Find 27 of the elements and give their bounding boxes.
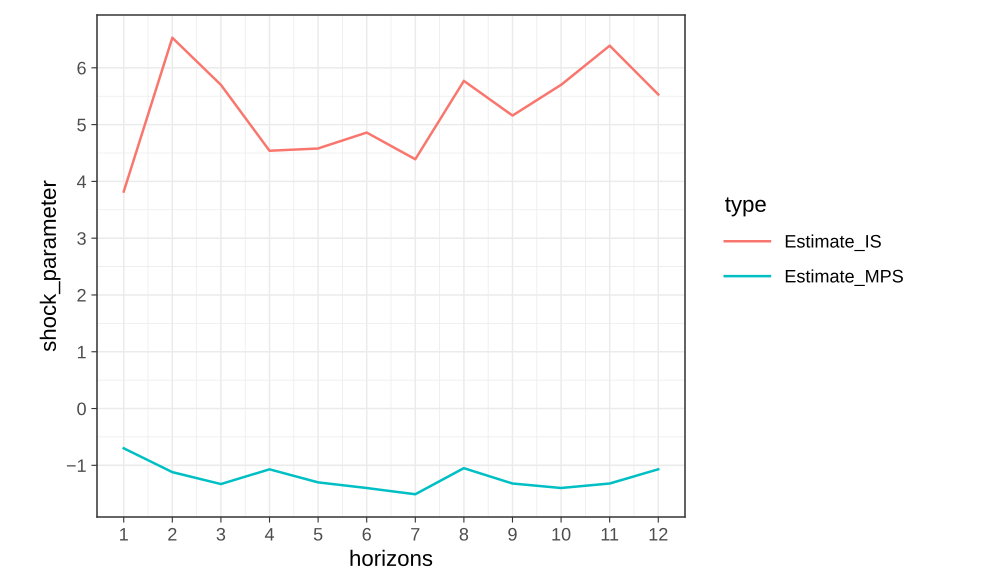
y-tick-label: 6 bbox=[77, 62, 86, 75]
x-tick-label: 12 bbox=[650, 528, 668, 540]
y-tick-label: 4 bbox=[76, 176, 86, 188]
x-tick-label: 6 bbox=[362, 528, 371, 541]
x-axis-title: horizons bbox=[350, 550, 432, 566]
legend-label: Estimate_MPS bbox=[786, 269, 903, 286]
y-axis-title: shock_parameter bbox=[40, 180, 60, 352]
x-tick-label: 3 bbox=[216, 528, 226, 541]
x-tick-label: 5 bbox=[314, 528, 322, 541]
y-tick-label: 5 bbox=[77, 118, 86, 132]
line-series bbox=[122, 447, 660, 496]
y-tick-label: 1 bbox=[78, 346, 86, 358]
y-tick-label: 2 bbox=[77, 288, 86, 302]
x-tick-label: 4 bbox=[264, 528, 274, 540]
x-tick-label: 2 bbox=[168, 528, 176, 540]
x-tick-label: 8 bbox=[460, 528, 468, 541]
x-tick-label: 7 bbox=[411, 528, 420, 540]
x-tick-label: 10 bbox=[552, 528, 570, 541]
x-tick-label: 1 bbox=[120, 528, 128, 540]
x-tick-label: 11 bbox=[602, 528, 618, 540]
legend-title: type bbox=[725, 197, 766, 216]
legend-label: Estimate_IS bbox=[786, 234, 881, 252]
x-tick-label: 9 bbox=[508, 528, 517, 541]
y-tick-label: 3 bbox=[77, 232, 86, 245]
y-tick-label: 0 bbox=[77, 402, 86, 416]
line-series bbox=[122, 36, 660, 193]
y-tick-label: −1 bbox=[66, 459, 86, 472]
